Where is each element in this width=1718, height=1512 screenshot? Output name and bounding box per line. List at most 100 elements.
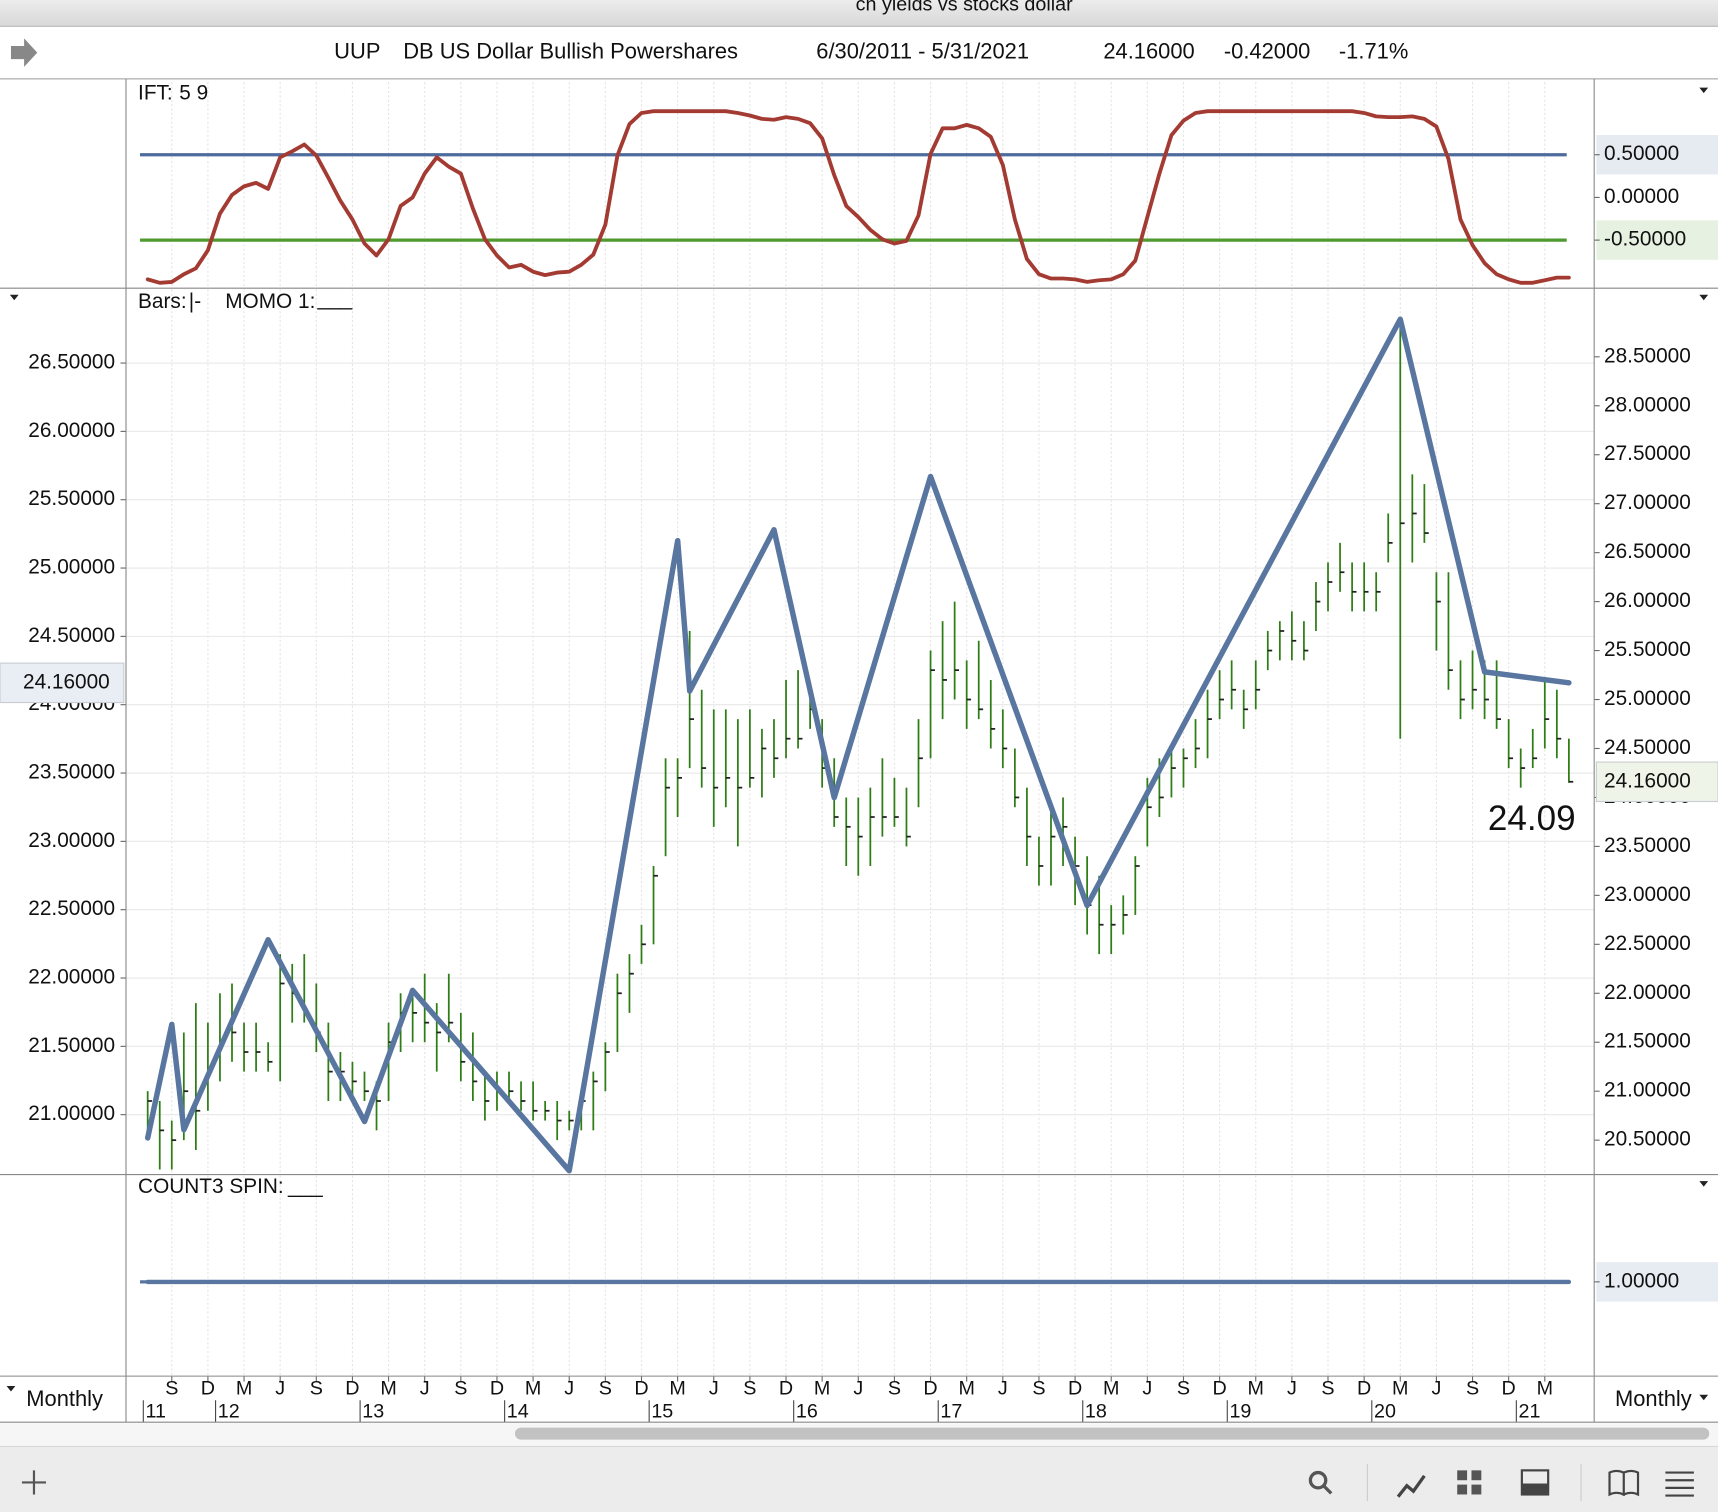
y-tick-label: 25.00000 xyxy=(28,556,115,579)
year-tick-label: 14 xyxy=(507,1400,529,1422)
value-tag-label: 24.16000 xyxy=(1604,769,1691,792)
value-tag xyxy=(1596,220,1718,260)
search-button[interactable] xyxy=(1308,1470,1333,1495)
x-tick-label: J xyxy=(564,1377,574,1399)
x-tick-label: J xyxy=(1142,1377,1152,1399)
panel-label: COUNT3 SPIN: xyxy=(138,1175,284,1198)
x-tick-label: M xyxy=(1537,1377,1553,1399)
year-tick-label: 15 xyxy=(651,1400,673,1422)
x-tick-label: D xyxy=(923,1377,937,1399)
x-tick-label: J xyxy=(709,1377,719,1399)
x-tick-label: D xyxy=(779,1377,793,1399)
year-tick-label: 21 xyxy=(1519,1400,1541,1422)
x-tick-label: J xyxy=(420,1377,430,1399)
x-tick-label: S xyxy=(454,1377,467,1399)
symbol: UUP xyxy=(334,38,380,63)
y2-tick-label: 27.50000 xyxy=(1604,442,1691,465)
y2-tick-label: 22.50000 xyxy=(1604,932,1691,955)
y2-tick-label: 26.50000 xyxy=(1604,540,1691,563)
x-tick-label: S xyxy=(310,1377,323,1399)
y2-tick-label: 23.00000 xyxy=(1604,883,1691,906)
window-title: cn yields vs stocks dollar xyxy=(856,0,1073,16)
plots: 0.50000 0.00000 -0.50000 IFT: 5 9 21.00000 21.… xyxy=(0,82,1718,1422)
value-tag xyxy=(1596,135,1718,175)
periodicity-right[interactable]: Monthly xyxy=(1615,1386,1692,1411)
x-tick-label: S xyxy=(1466,1377,1479,1399)
y2-tick-label: 28.00000 xyxy=(1604,393,1691,416)
year-tick-label: 20 xyxy=(1374,1400,1396,1422)
y-tick-label: 25.50000 xyxy=(28,487,115,510)
value-tag xyxy=(0,662,125,704)
scroll-thumb[interactable] xyxy=(514,1427,1710,1440)
x-tick-label: M xyxy=(380,1377,396,1399)
x-tick-label: D xyxy=(1068,1377,1082,1399)
x-tick-label: D xyxy=(201,1377,215,1399)
panel-label: IFT: xyxy=(138,82,173,105)
legend-symbol: |- xyxy=(189,290,201,313)
y2-tick-label: 25.50000 xyxy=(1604,638,1691,661)
y-tick-label: 26.00000 xyxy=(28,419,115,442)
year-tick-label: 18 xyxy=(1085,1400,1107,1422)
x-tick-label: D xyxy=(1502,1377,1516,1399)
y2-tick-label: 21.00000 xyxy=(1604,1079,1691,1102)
panel-button[interactable] xyxy=(1520,1469,1550,1496)
year-tick-label: 19 xyxy=(1229,1400,1251,1422)
y2-tick-label: 27.00000 xyxy=(1604,491,1691,514)
panel-params: 5 9 xyxy=(179,82,208,105)
toolbar xyxy=(0,1446,1718,1512)
nav-arrow[interactable] xyxy=(10,38,38,67)
y-tick-label: 21.50000 xyxy=(28,1034,115,1057)
x-tick-label: S xyxy=(1321,1377,1334,1399)
x-tick-label: M xyxy=(814,1377,830,1399)
legend-label: Bars: xyxy=(138,290,187,313)
x-tick-label: D xyxy=(634,1377,648,1399)
price-change: -0.42000 xyxy=(1224,38,1310,63)
y-tick-label: 22.00000 xyxy=(28,966,115,989)
percent-change: -1.71% xyxy=(1339,38,1408,63)
y-tick-label: 24.50000 xyxy=(28,624,115,647)
book-button[interactable] xyxy=(1608,1469,1640,1497)
x-tick-label: M xyxy=(1248,1377,1264,1399)
x-tick-label: J xyxy=(1431,1377,1441,1399)
series-line xyxy=(145,109,1571,285)
x-tick-label: M xyxy=(236,1377,252,1399)
x-tick-label: M xyxy=(958,1377,974,1399)
layout-button[interactable] xyxy=(1457,1470,1482,1495)
y2-tick-label: 20.50000 xyxy=(1604,1128,1691,1151)
x-tick-label: S xyxy=(743,1377,756,1399)
y-tick-label: 21.00000 xyxy=(28,1102,115,1125)
x-tick-label: S xyxy=(1177,1377,1190,1399)
y2-tick-label: 21.50000 xyxy=(1604,1030,1691,1053)
series-line xyxy=(144,316,1572,1174)
menu-carets[interactable] xyxy=(6,87,1709,1401)
x-tick-label: J xyxy=(998,1377,1008,1399)
year-tick-label: 16 xyxy=(796,1400,818,1422)
value-tag xyxy=(1595,761,1718,803)
date-range: 6/30/2011 - 5/31/2021 xyxy=(816,38,1029,63)
value-tag-label: 24.16000 xyxy=(23,670,110,693)
y2-tick-label: -0.50000 xyxy=(1604,228,1686,251)
x-tick-label: S xyxy=(599,1377,612,1399)
x-tick-label: J xyxy=(275,1377,285,1399)
title-bar xyxy=(0,0,1718,27)
periodicity-left[interactable]: Monthly xyxy=(26,1386,103,1411)
legend-symbol: ___ xyxy=(317,288,353,311)
year-tick-label: 17 xyxy=(940,1400,962,1422)
y2-tick-label: 22.00000 xyxy=(1604,981,1691,1004)
menu-button[interactable] xyxy=(1665,1471,1694,1497)
x-tick-label: J xyxy=(853,1377,863,1399)
y-tick-label: 22.50000 xyxy=(28,897,115,920)
value-tag xyxy=(1596,1262,1718,1302)
legend-label: MOMO 1: xyxy=(225,290,315,313)
year-tick-label: 12 xyxy=(218,1400,240,1422)
y2-tick-label: 0.00000 xyxy=(1604,185,1679,208)
x-tick-label: J xyxy=(1287,1377,1297,1399)
security-name: DB US Dollar Bullish Powershares xyxy=(403,38,738,63)
y-tick-label: 23.50000 xyxy=(28,761,115,784)
add-button[interactable] xyxy=(21,1470,47,1495)
chart-button[interactable] xyxy=(1396,1474,1426,1498)
x-tick-label: D xyxy=(345,1377,359,1399)
x-tick-label: D xyxy=(1212,1377,1226,1399)
x-tick-label: M xyxy=(1392,1377,1408,1399)
